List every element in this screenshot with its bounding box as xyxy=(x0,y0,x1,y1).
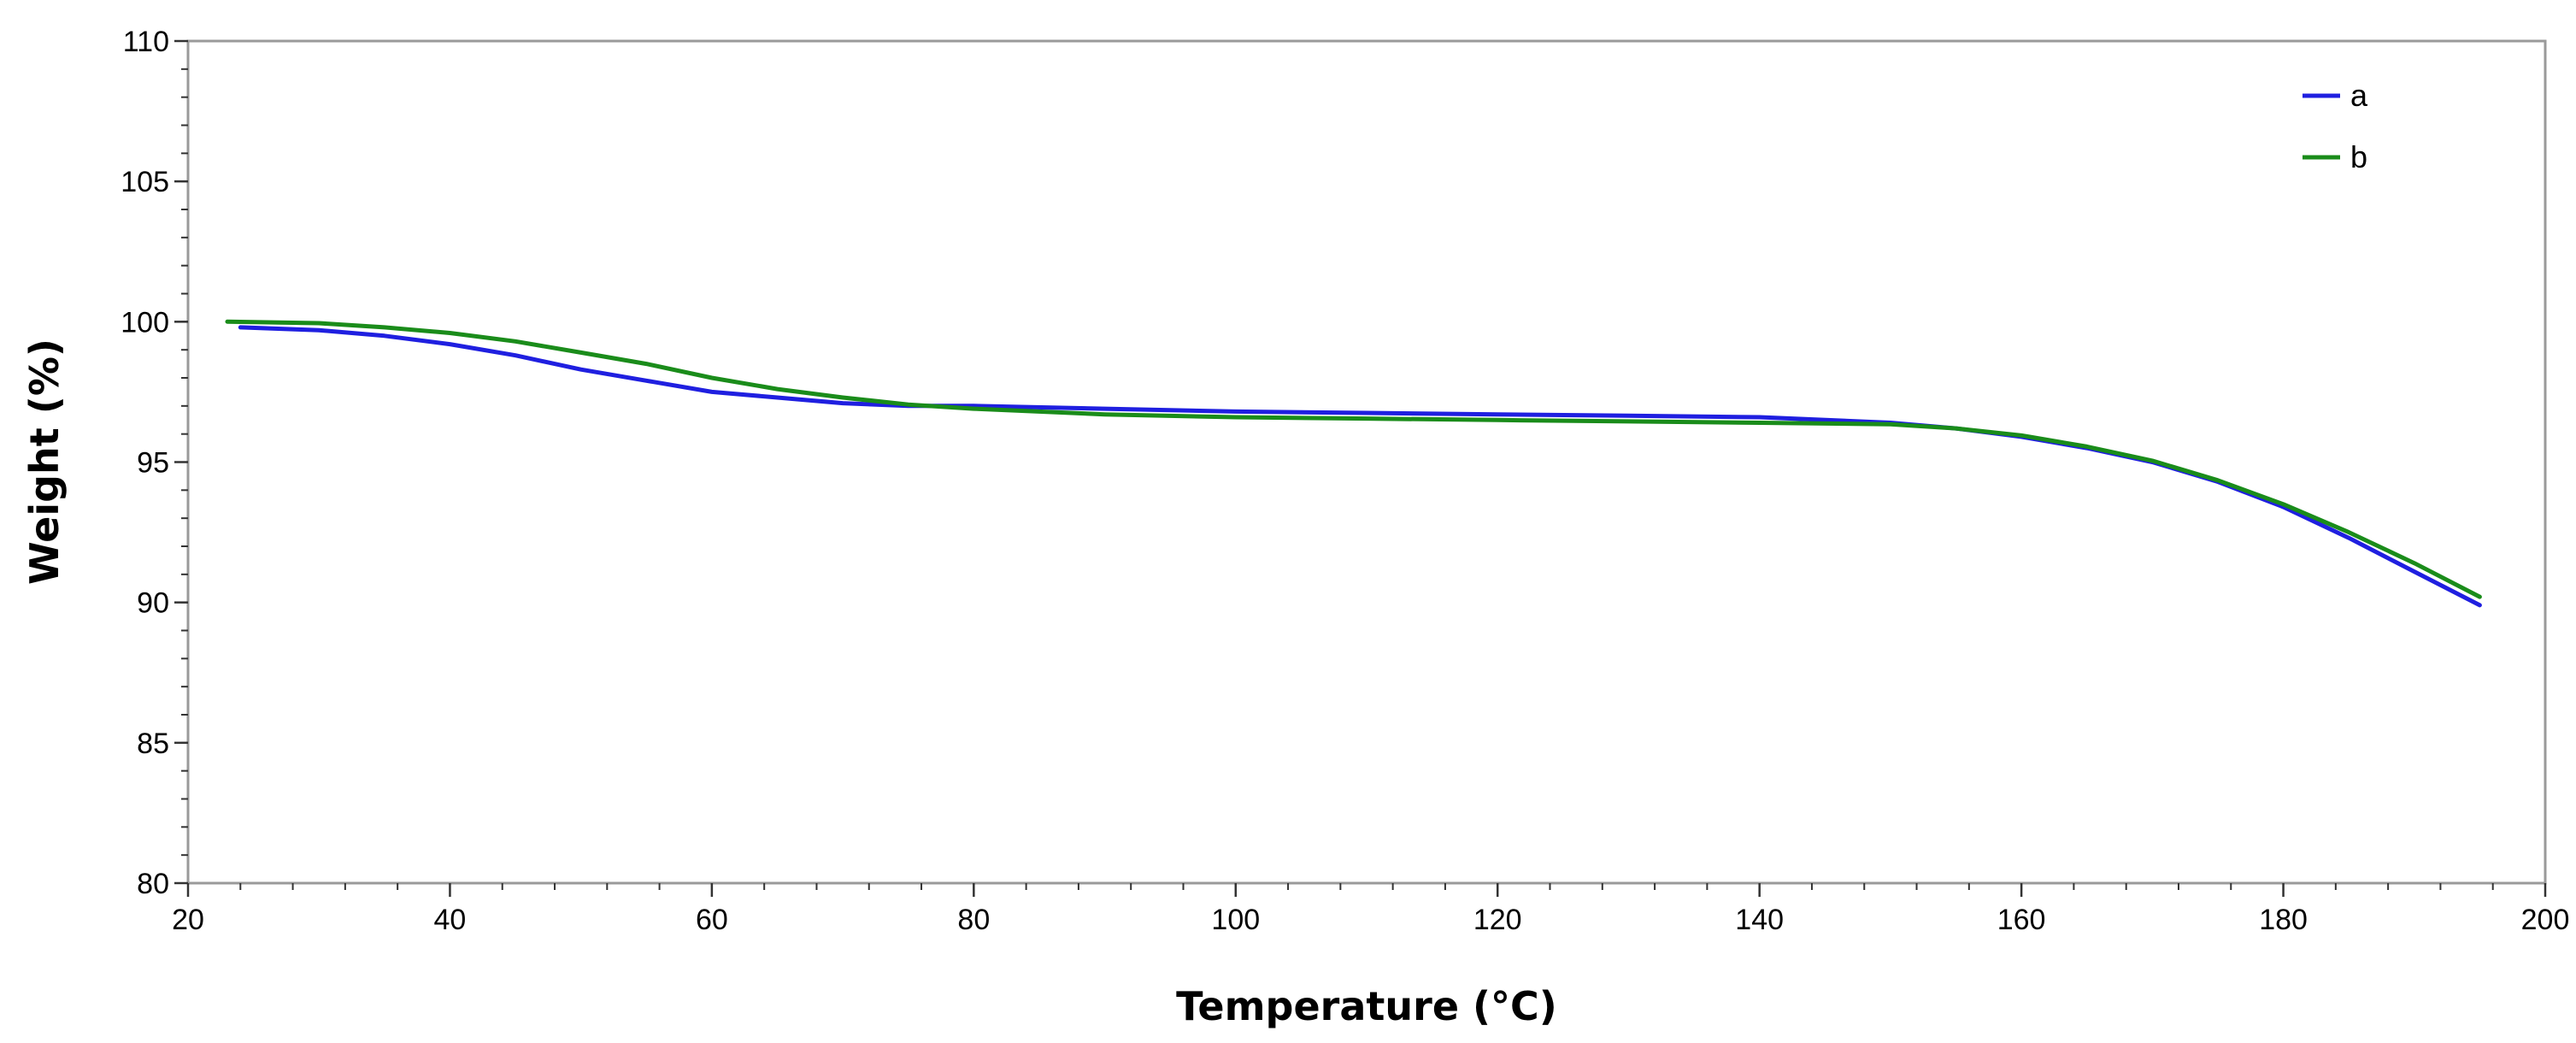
x-tick-label: 40 xyxy=(434,904,467,936)
y-tick-label: 90 xyxy=(137,587,169,620)
y-tick-label: 110 xyxy=(123,26,169,58)
x-tick-label: 60 xyxy=(696,904,728,936)
legend-label-b: b xyxy=(2350,139,2367,174)
x-tick-label: 100 xyxy=(1211,904,1260,936)
series-lines xyxy=(225,319,2482,608)
y-tick-label: 85 xyxy=(137,728,169,760)
x-tick-label: 200 xyxy=(2521,904,2570,936)
x-tick-label: 120 xyxy=(1473,904,1522,936)
y-tick-label: 105 xyxy=(121,166,169,198)
x-tick-label: 180 xyxy=(2259,904,2308,936)
y-tick-label: 100 xyxy=(121,306,169,339)
legend: ab xyxy=(2303,78,2368,174)
y-tick-label: 95 xyxy=(137,447,169,480)
y-tick-label: 80 xyxy=(137,868,169,900)
x-tick-label: 160 xyxy=(1997,904,2046,936)
plot-frame xyxy=(186,39,2547,885)
y-axis-title: Weight (%) xyxy=(21,339,68,585)
x-tick-label: 140 xyxy=(1735,904,1784,936)
legend-label-a: a xyxy=(2350,78,2368,113)
axis-ticks: 20 40 60 80 100 120 140 160 180 200 80 85 90 95 100 105… xyxy=(121,26,2569,936)
series-line-b xyxy=(225,319,2482,599)
x-tick-label: 20 xyxy=(172,904,204,936)
x-tick-label: 80 xyxy=(957,904,990,936)
x-axis-title: Temperature (°C) xyxy=(1176,983,1557,1029)
